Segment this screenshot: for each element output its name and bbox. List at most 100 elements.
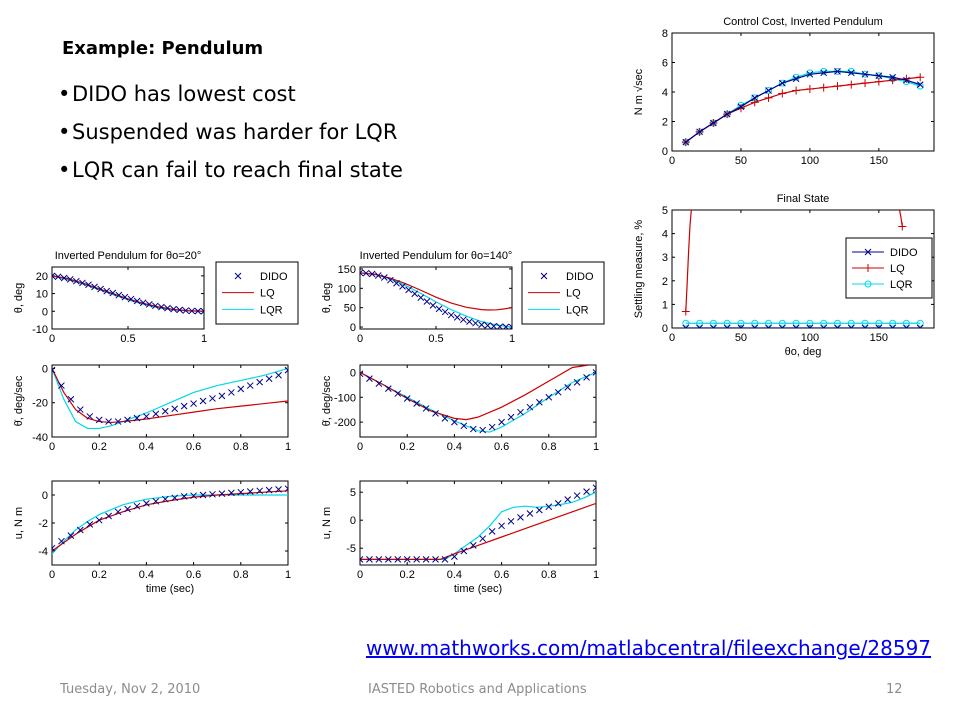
y-tick-label: 0 (350, 322, 356, 334)
data-point-dido (451, 553, 458, 560)
x-tick-label: 0.8 (233, 569, 248, 581)
data-point-lqr (778, 79, 786, 87)
x-tick-label: 0.4 (139, 441, 154, 453)
data-point-dido (469, 542, 477, 549)
data-point-dido (275, 486, 282, 493)
data-point-dido (143, 500, 150, 507)
plot-area (360, 365, 596, 434)
data-point-dido (284, 366, 288, 374)
x-tick-label: 0.8 (541, 441, 556, 453)
data-point-dido (889, 73, 896, 81)
footer-conference: IASTED Robotics and Applications (368, 682, 587, 697)
legend-label-lqr: LQR (890, 279, 913, 291)
data-point-dido (284, 485, 288, 493)
data-point-dido (368, 270, 376, 278)
data-point-lqr (847, 319, 855, 327)
data-point-dido (133, 297, 141, 305)
data-point-dido (393, 279, 400, 287)
y-tick-label: 3 (662, 252, 668, 264)
data-point-dido (916, 324, 924, 328)
data-point-dido (422, 556, 430, 563)
data-point-dido (180, 493, 188, 500)
x-tick-label: 50 (735, 332, 747, 344)
y-tick-label: -20 (32, 398, 48, 410)
x-tick-label: 150 (870, 155, 888, 167)
chart-title: Inverted Pendulum for θo=20° (55, 250, 202, 262)
data-point-dido (76, 526, 84, 534)
data-point-dido (52, 272, 56, 280)
data-point-dido (91, 283, 98, 291)
data-point-dido (161, 495, 169, 503)
data-point-dido (399, 283, 406, 290)
data-point-dido (182, 307, 190, 314)
bullet-dot: • (58, 82, 71, 106)
bullet-dot: • (58, 120, 71, 144)
bullet-text: LQR can fail to reach final state (72, 158, 403, 182)
data-point-dido (502, 323, 510, 329)
data-point-dido (498, 418, 505, 426)
data-point-dido (362, 269, 370, 277)
y-tick-label: 0 (350, 515, 356, 527)
data-point-dido (903, 76, 910, 84)
x-tick-label: 0.8 (233, 441, 248, 453)
data-point-lqr (751, 319, 759, 327)
data-point-dido (469, 425, 477, 433)
data-point-dido (435, 305, 443, 313)
data-point-dido (723, 110, 731, 118)
data-point-dido (60, 274, 68, 282)
plot-frame (671, 32, 935, 152)
legend-marker-lq (864, 264, 872, 272)
plot-area (360, 269, 512, 329)
chart-title: Inverted Pendulum for θo=140° (360, 250, 513, 262)
data-point-dido (417, 294, 425, 301)
plot-frame (359, 480, 597, 566)
data-point-dido (200, 307, 204, 315)
data-point-dido (861, 70, 869, 78)
y-tick-label: 10 (36, 289, 48, 301)
data-point-dido (484, 322, 492, 329)
data-point-dido (375, 556, 383, 563)
y-axis-label: N m √sec (633, 68, 645, 115)
x-tick-label: 0 (49, 333, 55, 345)
series-line-lq (52, 275, 204, 312)
x-tick-label: 0.2 (400, 569, 415, 581)
y-tick-label: -100 (334, 392, 356, 404)
data-point-dido (682, 324, 690, 328)
data-point-dido (171, 405, 179, 413)
data-point-dido (152, 410, 160, 418)
data-point-dido (508, 323, 512, 329)
data-point-lqr (833, 319, 841, 327)
bullet-item: •Suspended was harder for LQR (58, 118, 403, 156)
data-point-dido (190, 400, 197, 407)
data-point-dido (256, 487, 264, 495)
data-point-dido (536, 398, 543, 406)
bullet-dot: • (58, 158, 71, 182)
data-point-dido (479, 535, 487, 543)
data-point-dido (124, 505, 131, 513)
plot-area (52, 485, 288, 555)
y-tick-label: 100 (338, 283, 356, 295)
data-point-dido (413, 400, 420, 407)
series-line-lq (360, 502, 596, 560)
data-point-dido (405, 286, 412, 294)
x-tick-label: 1 (285, 569, 291, 581)
data-point-dido (66, 276, 74, 283)
data-point-dido (133, 414, 141, 422)
series-line-lq (360, 365, 590, 421)
final-legend: DIDO LQ LQR (845, 237, 933, 299)
data-point-dido (460, 316, 467, 324)
fileexchange-link[interactable]: www.mathworks.com/matlabcentral/fileexch… (366, 636, 932, 660)
y-axis-label: θ̇, deg/sec (13, 375, 25, 426)
y-tick-label: -10 (32, 324, 48, 336)
data-point-dido (394, 556, 402, 563)
data-point-dido (710, 324, 717, 328)
data-point-dido (158, 303, 165, 311)
data-point-dido (114, 418, 122, 425)
data-point-lqr (902, 319, 910, 327)
data-point-dido (194, 307, 202, 315)
data-point-dido (792, 324, 800, 328)
legend-label-lq: LQ (890, 263, 905, 275)
data-point-dido (451, 418, 458, 426)
theta20-legend: DIDO LQ LQR (215, 261, 299, 325)
data-point-dido (460, 547, 468, 555)
